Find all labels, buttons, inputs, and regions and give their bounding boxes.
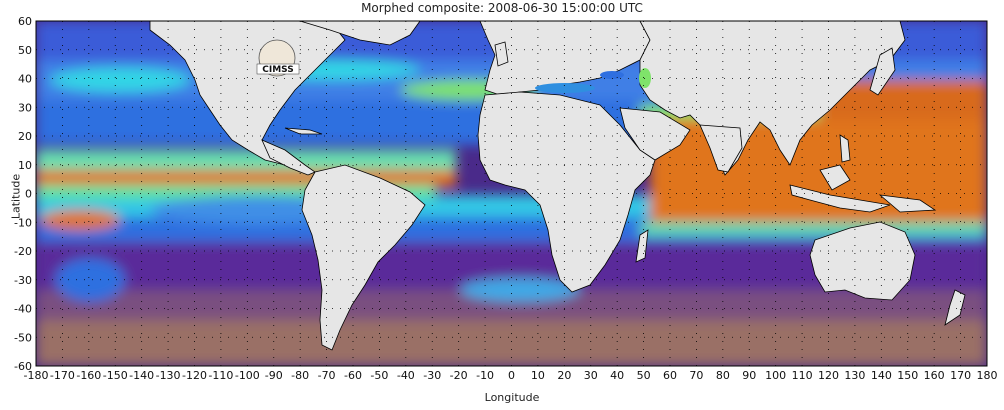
x-tick-label: 50	[637, 369, 651, 382]
x-tick-label: 70	[689, 369, 703, 382]
x-tick-label: -10	[476, 369, 494, 382]
y-axis-ticks: 60 50 40 30 20 10 0 -10 -20 -30 -40 -50 -60	[14, 15, 32, 373]
x-tick-label: 180	[977, 369, 998, 382]
x-axis-label: Longitude	[484, 391, 540, 404]
x-tick-label: -90	[265, 369, 283, 382]
philippines	[839, 134, 851, 163]
y-tick-label: -10	[14, 216, 32, 229]
x-tick-label: 0	[508, 369, 515, 382]
new-zealand	[944, 289, 966, 326]
arabian-peninsula	[619, 107, 691, 161]
x-tick-label: -170	[50, 369, 75, 382]
inland-seas	[535, 68, 651, 93]
great-britain	[494, 41, 509, 67]
borneo	[819, 164, 851, 191]
arctic-islands	[299, 21, 421, 46]
map-plot-area	[36, 21, 987, 366]
y-tick-label: -20	[14, 245, 32, 258]
x-axis-ticks: -180 -170 -160 -150 -140 -130 -120 -110 -100 -90-…	[24, 369, 998, 382]
x-tick-label: -20	[450, 369, 468, 382]
x-tick-label: 170	[950, 369, 971, 382]
australia	[809, 221, 916, 301]
x-tick-label: -110	[208, 369, 233, 382]
y-axis-label: Latitude	[9, 173, 23, 220]
asia	[639, 21, 906, 176]
x-tick-label: 10	[531, 369, 545, 382]
y-tick-label: 10	[18, 159, 32, 172]
cimss-logo: CIMSS	[256, 39, 300, 77]
india	[699, 124, 743, 173]
x-tick-label: 100	[765, 369, 786, 382]
madagascar	[635, 229, 649, 263]
logo-text: CIMSS	[262, 65, 293, 75]
x-tick-label: 20	[557, 369, 571, 382]
x-tick-label: 120	[818, 369, 839, 382]
x-tick-label: 30	[584, 369, 598, 382]
x-tick-label: -30	[423, 369, 441, 382]
x-tick-label: -150	[103, 369, 128, 382]
indonesia	[789, 184, 891, 213]
y-tick-label: -60	[14, 360, 32, 373]
x-tick-label: 90	[742, 369, 756, 382]
plot-frame	[35, 20, 988, 367]
x-tick-label: -160	[76, 369, 101, 382]
x-tick-label: 150	[897, 369, 918, 382]
y-tick-label: 60	[18, 15, 32, 28]
y-tick-label: 40	[18, 73, 32, 86]
x-tick-label: -50	[370, 369, 388, 382]
africa	[477, 91, 656, 293]
y-tick-label: 50	[18, 44, 32, 57]
x-tick-label: -70	[318, 369, 336, 382]
south-america	[301, 164, 426, 351]
x-tick-label: -180	[24, 369, 49, 382]
lat-lon-grid	[36, 21, 987, 366]
x-tick-label: -100	[235, 369, 260, 382]
y-tick-label: 20	[18, 130, 32, 143]
x-tick-label: 130	[844, 369, 865, 382]
x-tick-label: -140	[129, 369, 154, 382]
land-masses	[149, 21, 966, 351]
central-america	[261, 139, 316, 176]
x-tick-label: -60	[344, 369, 362, 382]
x-tick-label: -120	[182, 369, 207, 382]
new-guinea	[878, 194, 937, 213]
x-tick-label: 160	[924, 369, 945, 382]
cuba	[284, 127, 323, 135]
x-tick-label: 80	[716, 369, 730, 382]
x-tick-label: 60	[663, 369, 677, 382]
x-tick-label: -40	[397, 369, 415, 382]
x-tick-label: 140	[871, 369, 892, 382]
x-tick-label: 110	[792, 369, 813, 382]
x-tick-label: -80	[291, 369, 309, 382]
y-tick-label: -30	[14, 274, 32, 287]
y-tick-label: -50	[14, 331, 32, 344]
y-tick-label: -40	[14, 303, 32, 316]
y-tick-label: 30	[18, 101, 32, 114]
map-title: Morphed composite: 2008-06-30 15:00:00 U…	[361, 1, 643, 15]
japan	[869, 47, 896, 96]
x-tick-label: 40	[610, 369, 624, 382]
x-tick-label: -130	[156, 369, 181, 382]
y-tick-label: 0	[25, 188, 32, 201]
